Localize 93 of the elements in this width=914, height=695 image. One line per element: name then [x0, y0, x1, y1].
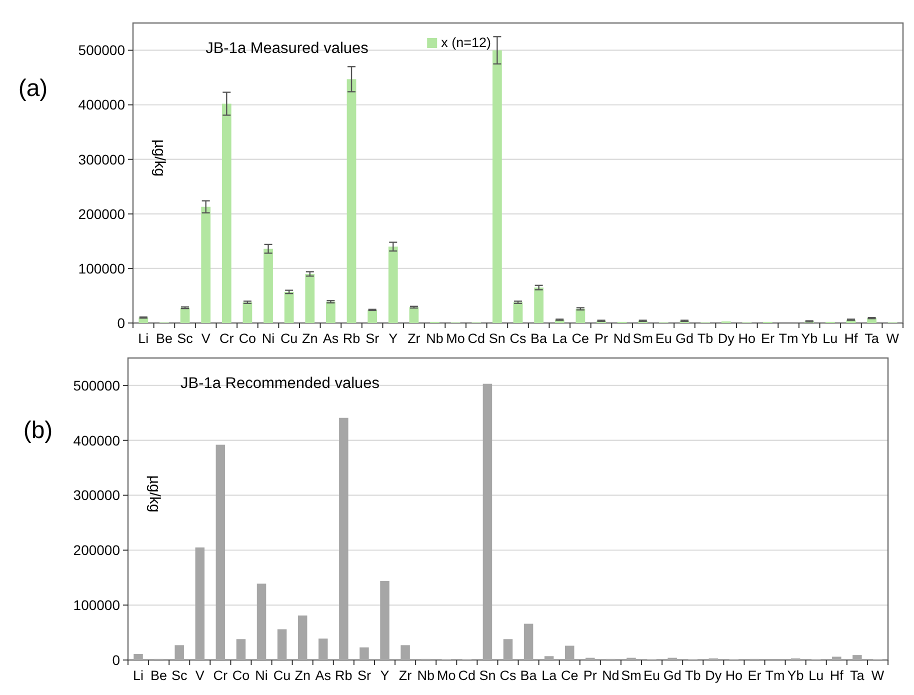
x-tick-label: Ba: [530, 331, 548, 346]
x-tick-label: Nd: [613, 331, 631, 346]
x-tick-label: Li: [133, 668, 144, 683]
x-tick-label: V: [201, 331, 210, 346]
x-tick-label: Ta: [850, 668, 865, 683]
x-tick-label: Y: [380, 668, 390, 683]
x-tick-label: Ce: [572, 331, 590, 346]
x-tick-label: Tb: [697, 331, 714, 346]
x-tick-label: Dy: [705, 668, 722, 683]
y-tick-label: 100000: [73, 596, 120, 613]
x-tick-label: Pr: [594, 331, 608, 346]
x-tick-label: Rb: [335, 668, 352, 683]
y-tick-label: 500000: [78, 42, 126, 58]
x-tick-label: Ni: [255, 668, 268, 683]
text: JB-1a Measured values: [206, 40, 369, 57]
x-tick-label: Tm: [765, 668, 785, 683]
x-tick-label: Cr: [213, 668, 228, 683]
x-tick-label: Rb: [342, 331, 360, 346]
y-tick-label: 0: [112, 652, 120, 668]
y-tick-label: 300000: [73, 487, 120, 504]
x-tick-label: Hf: [830, 668, 844, 683]
x-tick-label: Cs: [510, 331, 526, 346]
x-tick-label: Mo: [436, 668, 456, 683]
x-tick-label: Ho: [725, 668, 743, 683]
x-tick-label: Yb: [787, 668, 804, 683]
x-tick-label: Sr: [366, 331, 380, 346]
x-tick-label: Cd: [458, 668, 476, 683]
text: (b): [23, 417, 53, 444]
x-tick-label: Eu: [655, 331, 672, 346]
x-tick-label: Sc: [171, 668, 188, 683]
x-tick-label: Zn: [302, 331, 318, 346]
x-tick-label: Nb: [417, 668, 434, 683]
x-tick-label: Be: [156, 331, 172, 346]
y-tick-label: 0: [117, 314, 126, 331]
x-tick-label: Sr: [357, 668, 372, 683]
x-tick-label: Cu: [280, 331, 298, 346]
y-tick-label: 300000: [78, 151, 126, 168]
x-tick-label: W: [886, 331, 900, 346]
x-tick-label: Zr: [408, 331, 421, 346]
text: (a): [18, 75, 48, 102]
x-tick-label: Ba: [520, 668, 538, 683]
x-tick-label: Yb: [801, 331, 818, 346]
x-tick-label: Sc: [177, 331, 194, 346]
y-tick-label: 400000: [78, 96, 126, 113]
x-tick-label: Cd: [468, 331, 486, 346]
x-tick-label: Eu: [644, 668, 660, 683]
x-tick-label: Pr: [583, 668, 598, 683]
x-tick-label: Sm: [621, 668, 642, 683]
x-tick-label: Ce: [560, 668, 578, 683]
x-tick-label: Lu: [808, 668, 824, 683]
x-tick-label: Sn: [479, 668, 496, 683]
x-tick-label: V: [195, 668, 204, 683]
x-tick-label: Zr: [398, 668, 412, 683]
x-tick-label: Hf: [844, 331, 858, 346]
y-tick-label: 400000: [73, 432, 120, 448]
x-tick-label: W: [871, 668, 884, 683]
x-tick-label: Er: [760, 331, 775, 346]
y-axis-title: µg/kg: [146, 475, 163, 512]
x-tick-label: Er: [748, 668, 762, 683]
y-tick-label: 100000: [78, 260, 126, 276]
x-tick-label: Tb: [684, 668, 701, 683]
x-tick-label: Lu: [822, 331, 838, 346]
x-tick-label: Gd: [663, 668, 682, 683]
x-tick-label: As: [322, 331, 339, 346]
x-tick-label: Co: [238, 331, 256, 346]
x-tick-label: Cs: [500, 668, 516, 683]
x-tick-label: Ni: [262, 331, 275, 346]
x-tick-label: Gd: [675, 331, 694, 346]
x-tick-label: Dy: [718, 331, 735, 346]
x-tick-label: Nd: [602, 668, 620, 683]
x-tick-label: Cu: [273, 668, 291, 683]
y-tick-label: 200000: [78, 206, 126, 222]
x-tick-label: Cr: [220, 331, 234, 346]
y-axis-title: µg/kg: [151, 140, 168, 176]
x-tick-label: Ho: [738, 331, 756, 346]
x-tick-label: Tm: [778, 331, 798, 346]
y-tick-label: 500000: [73, 377, 120, 394]
x-tick-label: Nb: [426, 331, 444, 346]
x-tick-label: Sm: [632, 331, 653, 346]
x-tick-label: Y: [388, 331, 398, 346]
x-tick-label: As: [315, 668, 332, 683]
x-tick-label: Mo: [446, 331, 465, 346]
x-tick-label: Sn: [488, 331, 506, 346]
x-tick-label: Co: [232, 668, 250, 683]
x-tick-label: La: [552, 331, 568, 346]
legend-label: x (n=12): [441, 35, 492, 50]
x-tick-label: Zn: [294, 668, 310, 683]
y-tick-label: 200000: [73, 542, 120, 558]
text: JB-1a Recommended values: [180, 375, 380, 392]
x-tick-label: La: [542, 668, 558, 683]
x-tick-label: Li: [138, 331, 149, 346]
x-tick-label: Ta: [864, 331, 880, 346]
x-tick-label: Be: [150, 668, 168, 683]
